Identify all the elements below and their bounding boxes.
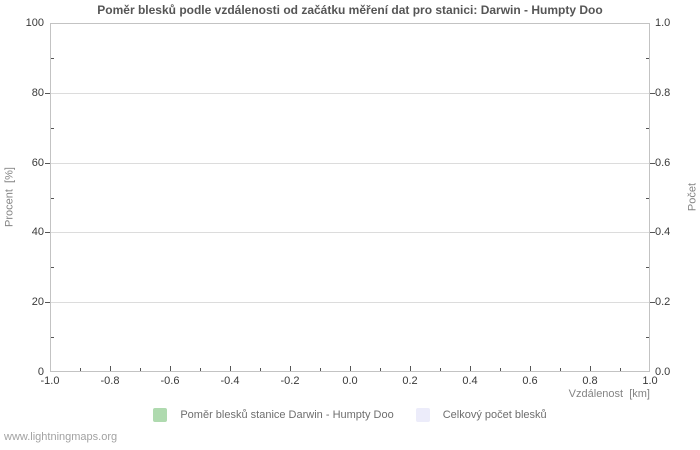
y-left-minor-tick xyxy=(51,337,54,339)
y-right-tick-label: 0.4 xyxy=(655,226,671,239)
y-right-minor-tick xyxy=(646,57,649,59)
gridline xyxy=(51,232,649,234)
chart-title: Poměr blesků podle vzdálenosti od začátk… xyxy=(97,3,603,17)
y-left-major-tick xyxy=(45,162,50,164)
legend-label-station-ratio: Poměr blesků stanice Darwin - Humpty Doo xyxy=(180,409,394,421)
gridline xyxy=(51,162,649,164)
x-major-tick xyxy=(170,366,171,371)
y-right-major-tick xyxy=(650,162,655,164)
y-left-tick-label: 20 xyxy=(31,296,44,309)
legend: Poměr blesků stanice Darwin - Humpty Doo… xyxy=(0,408,700,422)
y-right-tick-label: 1.0 xyxy=(655,17,671,29)
y-right-minor-tick xyxy=(646,197,649,199)
plot-area xyxy=(50,23,650,372)
y-left-major-tick xyxy=(45,302,50,304)
y-right-minor-tick xyxy=(646,337,649,339)
y-left-tick-label: 40 xyxy=(31,226,44,239)
x-tick-label: 1.0 xyxy=(642,375,658,387)
x-tick-label: -0.4 xyxy=(220,375,240,387)
x-tick-label: -0.2 xyxy=(280,375,300,387)
y-left-tick-label: 80 xyxy=(31,86,44,99)
y-right-major-tick xyxy=(650,302,655,304)
legend-item-station-ratio: Poměr blesků stanice Darwin - Humpty Doo xyxy=(153,408,394,422)
y-left-minor-tick xyxy=(51,267,54,269)
y-left-tick-label: 100 xyxy=(25,17,44,29)
y-left-major-tick xyxy=(45,232,50,234)
x-major-tick xyxy=(410,366,411,371)
x-tick-label: 0.8 xyxy=(582,375,598,387)
y-axis-right-title: Počet xyxy=(686,182,699,212)
y-left-major-tick xyxy=(45,92,50,94)
x-major-tick xyxy=(230,366,231,371)
y-right-tick-label: 0.6 xyxy=(655,156,671,169)
x-tick-label: 0.4 xyxy=(462,375,478,387)
x-major-tick xyxy=(590,366,591,371)
legend-swatch-station-ratio xyxy=(153,408,168,422)
x-minor-tick xyxy=(440,368,441,371)
y-right-tick-label: 0.0 xyxy=(655,366,671,378)
gridline xyxy=(51,302,649,304)
x-minor-tick xyxy=(320,368,321,371)
legend-label-total-count: Celkový počet blesků xyxy=(442,409,547,421)
y-left-tick-label: 60 xyxy=(31,156,44,169)
x-minor-tick xyxy=(620,368,621,371)
legend-item-total-count: Celkový počet blesků xyxy=(415,408,547,422)
x-major-tick xyxy=(110,366,111,371)
watermark-url: www.lightningmaps.org xyxy=(4,431,118,443)
x-minor-tick xyxy=(200,368,201,371)
x-tick-label: -0.6 xyxy=(160,375,180,387)
y-right-tick-label: 0.8 xyxy=(655,86,671,99)
x-axis-title: Vzdálenost [km] xyxy=(568,388,650,400)
x-minor-tick xyxy=(80,368,81,371)
x-minor-tick xyxy=(260,368,261,371)
x-major-tick xyxy=(350,366,351,371)
x-major-tick xyxy=(470,366,471,371)
y-right-tick-label: 0.2 xyxy=(655,296,671,309)
y-left-minor-tick xyxy=(51,127,54,129)
y-right-major-tick xyxy=(650,92,655,94)
y-left-minor-tick xyxy=(51,197,54,199)
x-minor-tick xyxy=(380,368,381,371)
gridline xyxy=(51,92,649,94)
x-tick-label: -0.8 xyxy=(100,375,120,387)
y-right-minor-tick xyxy=(646,127,649,129)
x-minor-tick xyxy=(500,368,501,371)
x-major-tick xyxy=(530,366,531,371)
y-right-minor-tick xyxy=(646,267,649,269)
x-tick-label: 0.2 xyxy=(402,375,418,387)
x-minor-tick xyxy=(140,368,141,371)
x-tick-label: 0.0 xyxy=(342,375,358,387)
x-minor-tick xyxy=(560,368,561,371)
x-tick-label: 0.6 xyxy=(522,375,538,387)
legend-swatch-total-count xyxy=(415,408,430,422)
x-tick-label: -1.0 xyxy=(40,375,60,387)
y-left-minor-tick xyxy=(51,57,54,59)
y-left-tick-label: 0 xyxy=(37,366,44,378)
y-right-major-tick xyxy=(650,232,655,234)
x-major-tick xyxy=(290,366,291,371)
y-axis-left-title: Procent [%] xyxy=(3,167,16,227)
